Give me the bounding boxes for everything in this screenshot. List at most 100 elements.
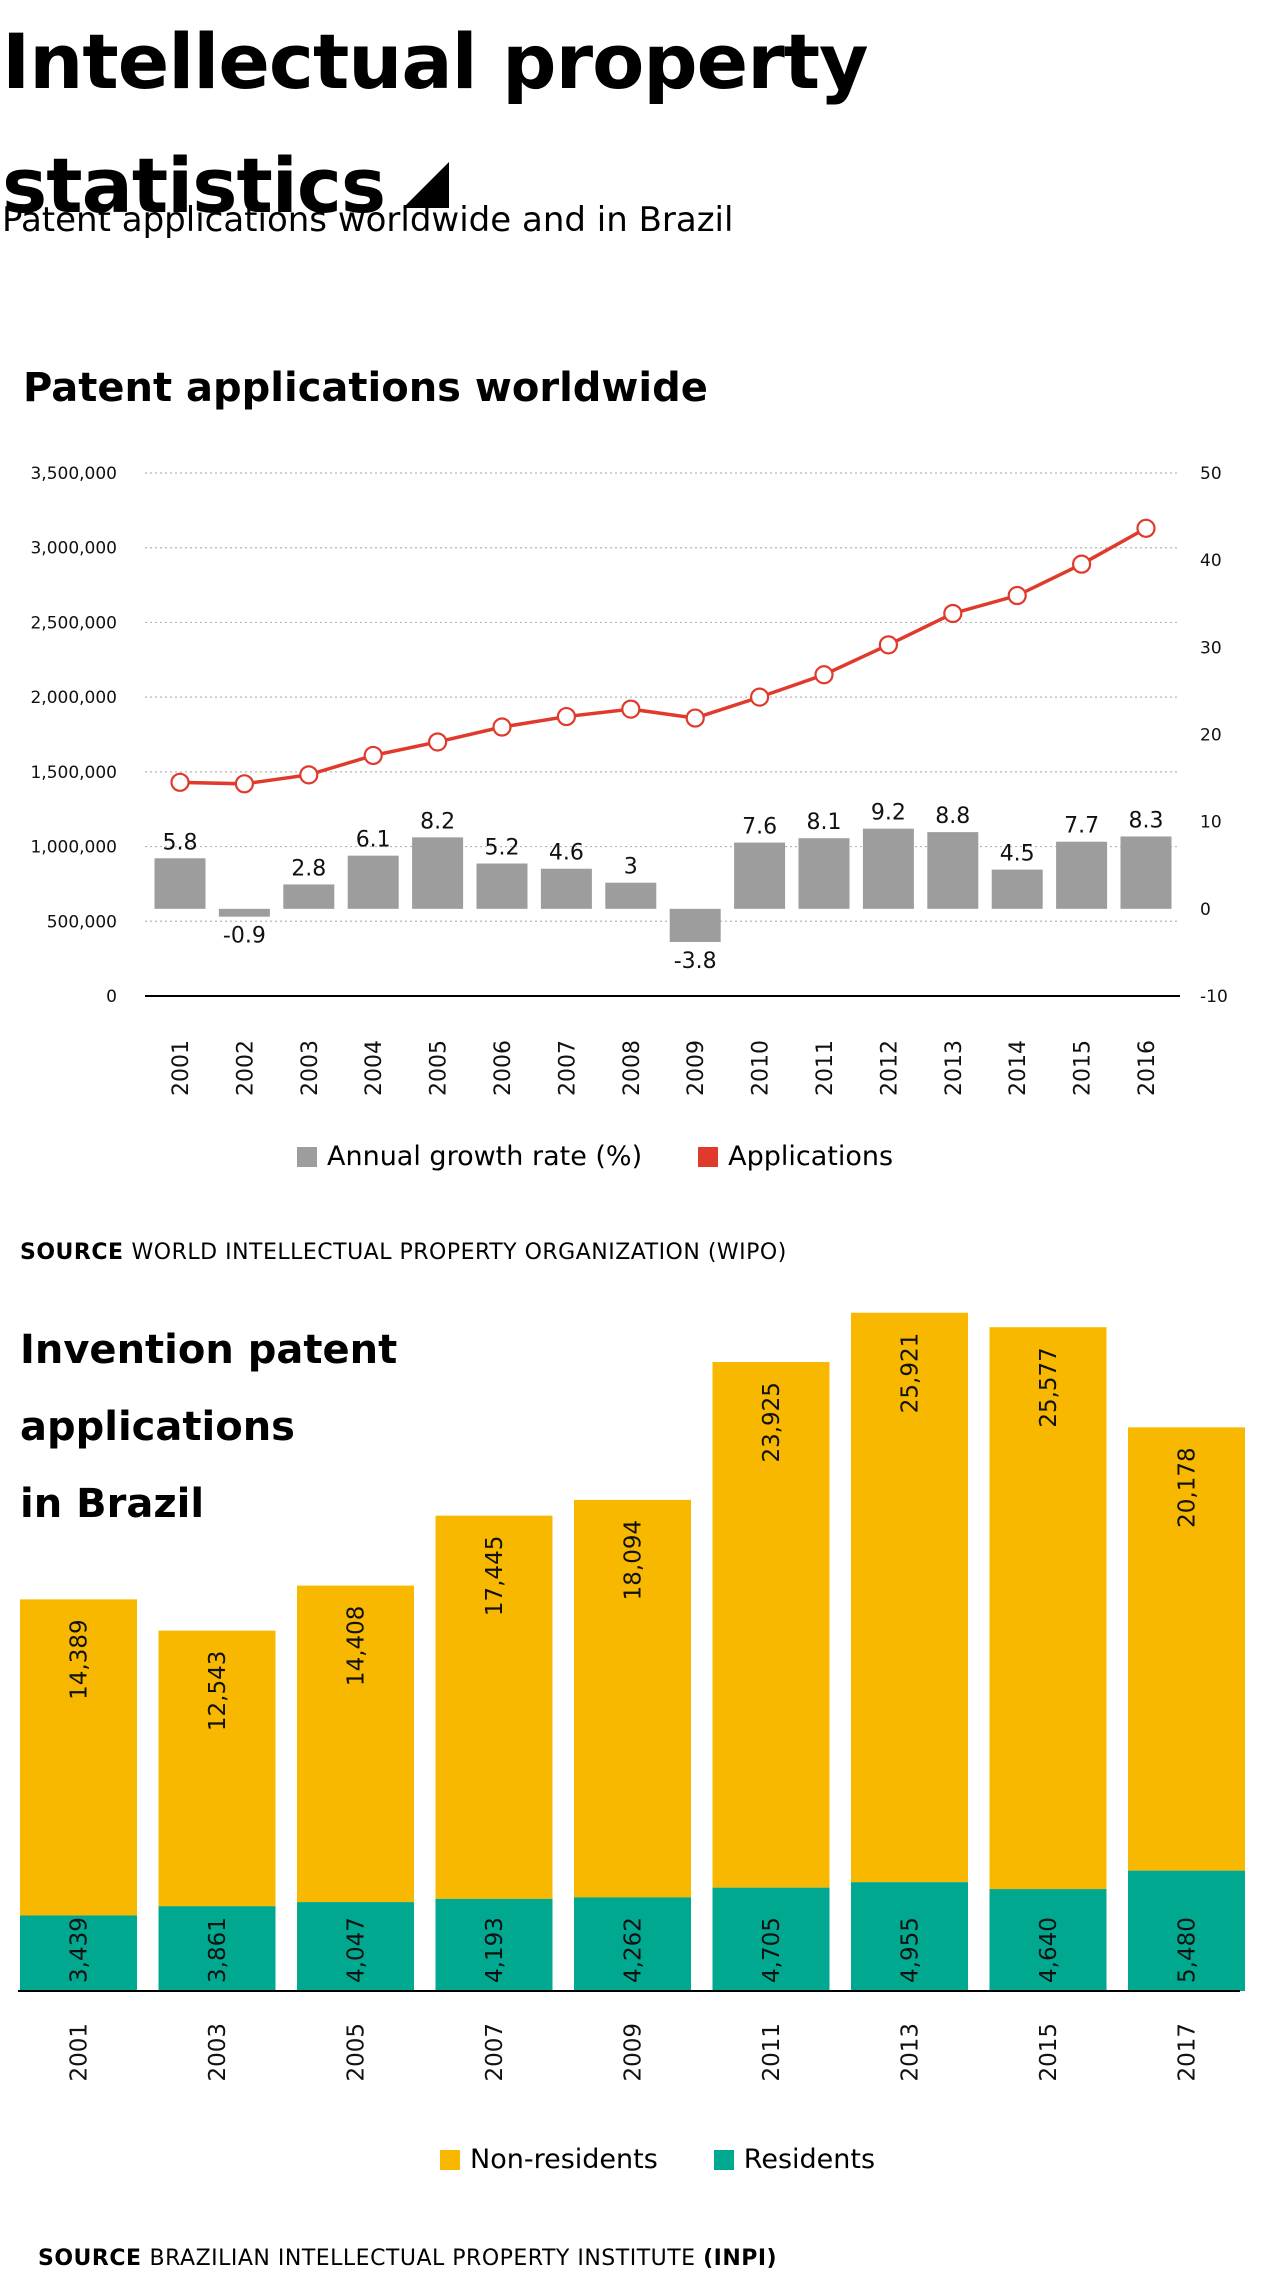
x-axis-tick-label: 2001: [169, 1040, 194, 1095]
non-residents-value-label: 18,094: [621, 1520, 647, 1600]
applications-point: [556, 706, 577, 727]
residents-bar: [158, 1906, 276, 1991]
residents-bar: [851, 1882, 968, 1991]
x-axis-tick-label: 2003: [298, 1040, 323, 1095]
applications-point: [170, 772, 190, 792]
right-axis-tick-label: 0: [1200, 900, 1211, 920]
non-residents-value-label: 14,389: [67, 1619, 93, 1699]
growth-bar: [798, 838, 850, 909]
residents-bar: [1128, 1870, 1245, 1991]
growth-bar: [734, 842, 786, 909]
x-axis-tick-label: 2002: [233, 1040, 258, 1095]
non-residents-bar: [574, 1499, 691, 1898]
growth-bar-label: 5.2: [485, 836, 520, 861]
applications-point: [363, 745, 383, 766]
chart1-source-label: SOURCE: [20, 1240, 124, 1265]
applications-line: [179, 526, 1147, 786]
x-axis-tick-label: 2004: [362, 1040, 387, 1095]
growth-bar-label: -0.9: [223, 924, 266, 949]
growth-bar-label: 8.8: [935, 804, 970, 829]
residents-value-label: 4,193: [482, 1917, 508, 1983]
legend-swatch-residents: [713, 2149, 734, 2170]
applications-point: [621, 699, 641, 719]
page-subtitle: Patent applications worldwide and in Bra…: [2, 200, 734, 240]
page-title: Intellectual property statistics: [2, 0, 902, 248]
x-axis-tick-label: 2007: [482, 2023, 508, 2082]
applications-point: [492, 717, 512, 737]
legend-swatch-non-residents: [440, 2149, 460, 2170]
x-axis-tick-label: 2009: [684, 1040, 709, 1095]
x-axis-tick-label: 2003: [205, 2023, 231, 2082]
left-axis-tick-label: 500,000: [47, 912, 117, 932]
left-axis-tick-label: 0: [106, 987, 117, 1007]
chart1-patent-applications-worldwide: 0 500,000 1,000,000 1,500,000 2,000,000 2,500…: [30, 464, 1228, 1095]
non-residents-value-label: 14,408: [344, 1606, 370, 1686]
growth-bar: [154, 858, 206, 909]
residents-bar: [435, 1898, 553, 1991]
growth-bar-label: 8.1: [807, 810, 842, 835]
x-axis-tick-label: 2005: [344, 2023, 370, 2082]
growth-bar: [540, 868, 592, 909]
x-axis-tick-label: 2016: [1135, 1040, 1160, 1095]
x-axis-tick-label: 2008: [620, 1040, 645, 1095]
growth-bar-label: 4.6: [549, 841, 584, 866]
applications-point: [428, 732, 448, 752]
growth-bar-label: 2.8: [291, 856, 326, 881]
left-axis-tick-label: 1,500,000: [30, 763, 117, 783]
applications-point: [299, 765, 319, 785]
right-axis-tick-label: 20: [1200, 726, 1222, 746]
residents-bar: [20, 1915, 137, 1991]
x-axis-tick-label: 2015: [1071, 1040, 1096, 1095]
applications-point: [1136, 518, 1156, 538]
chart2-title: Invention patent applications in Brazil: [20, 1312, 397, 1543]
x-axis-tick-label: 2001: [67, 2023, 93, 2082]
growth-bar: [283, 884, 335, 909]
applications-point: [943, 603, 963, 624]
growth-bar-label: 3: [624, 855, 638, 880]
non-residents-value-label: 25,921: [898, 1333, 924, 1413]
residents-bar: [574, 1897, 691, 1991]
legend-label-non-residents: Non-residents: [470, 2144, 658, 2175]
non-residents-bar: [712, 1362, 830, 1888]
growth-bar: [476, 863, 528, 909]
chart2-source-bold: (INPI): [703, 2246, 778, 2271]
x-axis-tick-label: 2015: [1036, 2023, 1062, 2082]
left-axis-tick-label: 3,000,000: [30, 539, 117, 559]
residents-bar: [989, 1889, 1107, 1991]
residents-value-label: 4,640: [1036, 1917, 1062, 1983]
growth-bar: [991, 869, 1043, 909]
non-residents-bar: [297, 1585, 414, 1903]
legend-item-non-residents: Non-residents: [440, 2144, 658, 2175]
legend-item-applications: Applications: [698, 1141, 893, 1172]
right-axis-tick-label: -10: [1200, 987, 1228, 1007]
legend-swatch-applications: [698, 1146, 719, 1167]
applications-point: [685, 708, 705, 728]
x-axis-tick-label: 2006: [491, 1040, 516, 1095]
growth-bar-label: 5.8: [163, 830, 198, 855]
residents-value-label: 4,955: [898, 1917, 924, 1983]
applications-point: [878, 635, 899, 655]
non-residents-bar: [1128, 1427, 1245, 1871]
chart1-source-text: WORLD INTELLECTUAL PROPERTY ORGANIZATION…: [131, 1240, 787, 1265]
residents-value-label: 3,861: [205, 1917, 231, 1983]
x-axis-tick-label: 2012: [877, 1040, 902, 1095]
residents-value-label: 5,480: [1175, 1917, 1201, 1983]
left-axis-tick-label: 3,500,000: [30, 464, 117, 484]
growth-bar-label: 7.6: [742, 815, 777, 840]
legend-label-growth: Annual growth rate (%): [327, 1141, 643, 1172]
non-residents-bar: [20, 1599, 137, 1916]
legend-label-applications: Applications: [728, 1141, 894, 1172]
chart2-source: SOURCE BRAZILIAN INTELLECTUAL PROPERTY IN…: [38, 2246, 785, 2271]
chart2-invention-patents-brazil: 14,389 3,439 2001 12,543 3,861 2003 14,408 4,04…: [18, 1312, 1245, 2082]
x-axis-tick-label: 2011: [759, 2023, 785, 2082]
legend-item-growth: Annual growth rate (%): [297, 1141, 642, 1172]
growth-bar: [412, 837, 464, 909]
growth-bar: [347, 855, 399, 909]
applications-point: [1007, 585, 1027, 606]
legend-item-residents: Residents: [713, 2144, 875, 2175]
triangle-icon: [403, 162, 450, 208]
right-axis-tick-label: 30: [1200, 638, 1222, 658]
non-residents-bar: [435, 1515, 553, 1899]
right-axis-tick-label: 40: [1200, 551, 1222, 571]
growth-bar: [1120, 836, 1172, 909]
